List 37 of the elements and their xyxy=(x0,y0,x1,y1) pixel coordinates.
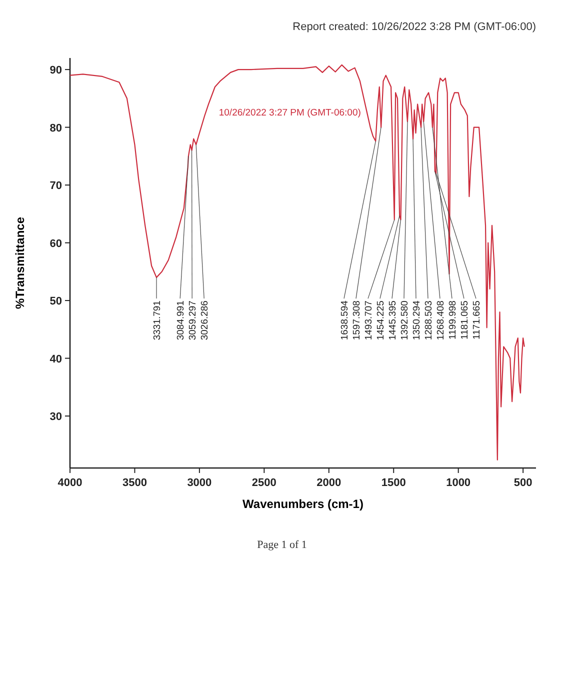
y-tick-label: 70 xyxy=(50,180,62,192)
annotation: 1454.225 xyxy=(375,300,386,340)
y-tick-label: 50 xyxy=(50,296,62,308)
y-tick-label: 90 xyxy=(50,64,62,77)
annotation: 1597.308 xyxy=(351,300,362,340)
y-tick-label: 40 xyxy=(50,353,62,366)
annotation: 1392.580 xyxy=(399,300,410,340)
x-axis-title: Wavenumbers (cm-1) xyxy=(242,497,364,511)
series-label: 10/26/2022 3:27 PM (GMT-06:00) xyxy=(218,108,361,119)
y-tick-label: 60 xyxy=(50,238,62,250)
text: Page 1 of 1 xyxy=(257,539,307,551)
y-axis-title: %Transmittance xyxy=(13,216,27,310)
annotation: 1181.065 xyxy=(459,300,470,340)
annotation: 1171.665 xyxy=(471,300,482,340)
annotation: 3026.286 xyxy=(200,300,211,340)
chart-subtitle: Report created: 10/26/2022 3:28 PM (GMT-06:00) xyxy=(292,21,536,33)
annotation: 1638.594 xyxy=(339,300,350,340)
x-tick-label: 1000 xyxy=(446,477,471,489)
annotation: 3059.297 xyxy=(188,300,199,340)
y-tick-label: 80 xyxy=(50,122,62,134)
annotation: 1268.408 xyxy=(435,300,446,340)
x-tick-label: 2000 xyxy=(316,477,342,489)
x-tick-label: 3000 xyxy=(187,477,212,489)
x-tick-label: 3500 xyxy=(122,477,147,489)
x-tick-label: 1500 xyxy=(381,477,406,489)
y-tick-label: 30 xyxy=(50,411,62,424)
annotation: 1493.707 xyxy=(363,300,374,340)
x-tick-label: 500 xyxy=(514,477,532,489)
annotation: 1199.998 xyxy=(447,300,458,340)
x-tick-label: 4000 xyxy=(58,477,82,489)
annotation: 3084.991 xyxy=(176,300,187,340)
annotation: 1350.294 xyxy=(411,300,422,340)
annotation: 1288.503 xyxy=(423,300,434,340)
annotation: 3331.791 xyxy=(152,300,163,340)
annotation: 1445.395 xyxy=(387,300,398,340)
line-series xyxy=(69,64,525,460)
x-tick-label: 2500 xyxy=(252,477,276,489)
